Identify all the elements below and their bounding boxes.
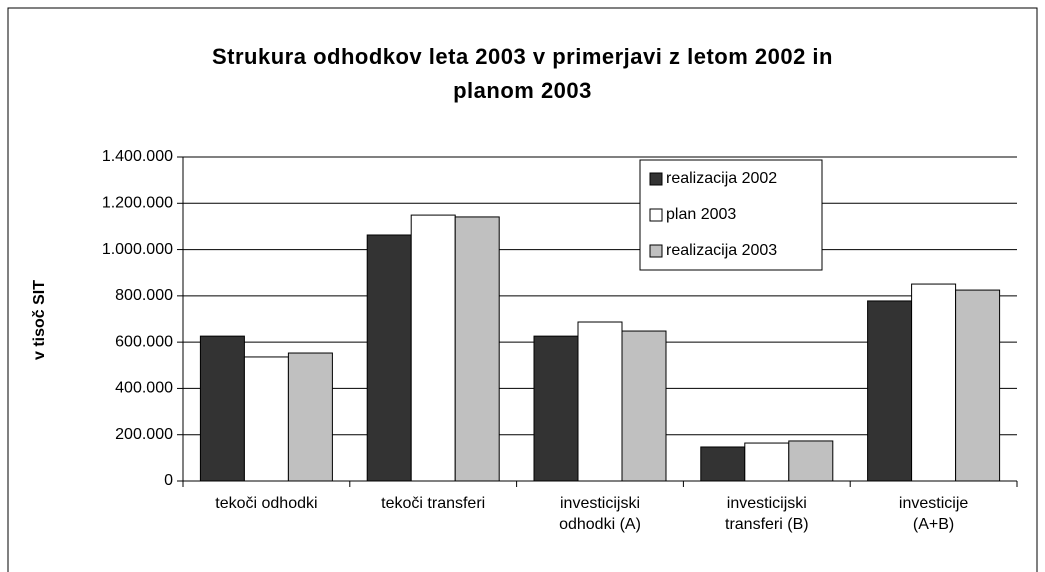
y-tick-label: 400.000 [115,380,173,397]
y-tick-label: 1.400.000 [102,148,173,165]
x-tick-label: investicijski transferi (B) [725,495,809,533]
bar [410,214,456,482]
bar [867,300,913,482]
x-tick-label: tekoči transferi [381,495,486,512]
y-tick-label: 1.000.000 [102,241,173,258]
y-tick-label: 600.000 [115,333,173,350]
legend-label: realizacija 2002 [666,170,777,187]
chart-frame [7,7,1038,572]
x-tick-label: tekoči odhodki [215,495,318,512]
legend-box [639,159,823,271]
bar [621,330,667,482]
y-tick-label: 1.200.000 [102,195,173,212]
bar [366,234,412,482]
x-tick-label: investicijski odhodki (A) [559,495,641,533]
y-axis-label: v tisoč SIT [31,280,48,360]
legend-label: plan 2003 [666,206,736,223]
bar [744,442,790,482]
bar [287,352,333,482]
bar [955,289,1001,482]
bar [577,321,623,482]
bar [533,335,579,482]
chart-title: Strukura odhodkov leta 2003 v primerjavi… [211,44,833,103]
y-tick-label: 200.000 [115,426,173,443]
y-tick-label: 0 [164,472,173,489]
legend: realizacija 2002 plan 2003 realizacija 200… [639,159,823,271]
x-tick-label: investicije (A+B) [898,495,969,533]
legend-swatch [649,244,663,258]
bar [788,440,834,482]
bar [700,446,746,482]
legend-swatch [649,172,663,186]
bar [454,216,500,482]
legend-label: realizacija 2003 [666,242,777,259]
bar [199,335,245,482]
bar [243,356,289,482]
y-tick-label: 800.000 [115,287,173,304]
bar [911,283,957,482]
legend-swatch [649,208,663,222]
